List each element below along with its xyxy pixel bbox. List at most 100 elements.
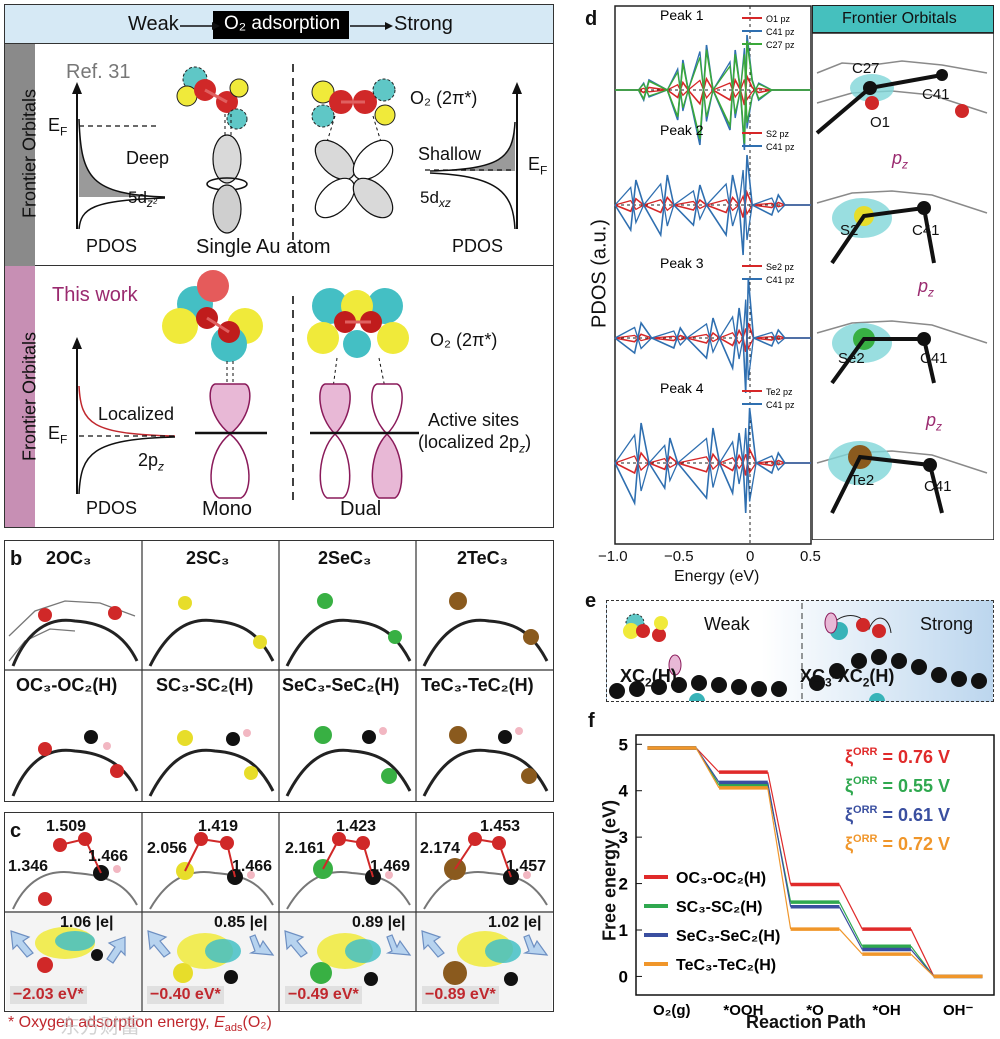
pdos-legend-label: O1 pz — [766, 14, 791, 24]
c3-bond-left: 2.161 — [285, 840, 326, 857]
c3-bond-top: 1.423 — [336, 818, 377, 835]
this-work-label: This work — [52, 284, 138, 306]
d-atom-c27: C27 — [852, 60, 880, 77]
mono-label: Mono — [202, 498, 253, 520]
pdos-series-line-mirror — [614, 299, 811, 381]
b-label-4: 2TeC₃ — [457, 548, 509, 568]
fe-connector — [695, 747, 720, 773]
ef-bottom: EF — [48, 423, 68, 447]
c3-bond-right: 1.469 — [370, 858, 411, 875]
fe-connector — [767, 787, 792, 930]
fe-xtick-label: O₂(g) — [653, 1002, 691, 1019]
header-arrows — [180, 22, 393, 30]
d-xlabel: Energy (eV) — [674, 568, 760, 585]
d-pz-2: pz — [918, 276, 935, 300]
row1-atoms — [11, 592, 549, 667]
pdos-legend-label: S2 pz — [766, 129, 790, 139]
d-atom-c41-4: C41 — [924, 478, 952, 495]
fe-connector — [767, 772, 792, 885]
pdos-series-line-mirror — [615, 54, 811, 123]
fe-xi-value: ξORR = 0.76 V — [845, 746, 950, 768]
c2-charge: 0.85 |e| — [214, 914, 268, 931]
pdos-plots-top — [72, 64, 522, 249]
pdos-series-line — [614, 154, 811, 256]
header-o2-box — [213, 11, 349, 39]
d-xtick-4: 0.5 — [800, 548, 821, 565]
pdos-legend-label: C41 pz — [766, 27, 795, 37]
fe-ytick-label: 0 — [619, 967, 628, 986]
c4-charge: 1.02 |e| — [488, 914, 542, 931]
panel-b-letter: b — [10, 548, 23, 570]
pdos-right-top: PDOS — [452, 236, 504, 256]
active-sites-1: Active sites — [428, 410, 520, 430]
pdos-series-line-mirror — [615, 79, 811, 102]
fe-xtick-label: *O — [806, 1002, 824, 1019]
c1-charge: 1.06 |e| — [60, 914, 114, 931]
fe-xtick-label: *OOH — [723, 1002, 763, 1019]
single-au-label: Single Au atom — [196, 236, 331, 258]
c1-bond-top: 1.509 — [46, 818, 87, 835]
pdos-series-line — [614, 446, 811, 476]
c2-bond-left: 2.056 — [147, 840, 188, 857]
panel-c-letter: c — [10, 820, 22, 842]
fe-connector — [838, 928, 863, 955]
fe-connector — [767, 782, 792, 907]
dual-label: Dual — [340, 498, 382, 520]
header-strong: Strong — [394, 13, 453, 35]
pdos-peak-title: Peak 2 — [660, 122, 704, 138]
fe-ytick-label: 3 — [619, 828, 628, 847]
pdos-series-line — [614, 407, 811, 514]
fe-ytick-label: 2 — [619, 875, 628, 894]
o2-pi-top: O₂ (2π*) — [410, 88, 478, 108]
d-pz-1: pz — [892, 148, 909, 172]
pdos-series-line-mirror — [614, 194, 811, 216]
two-pz-label: 2pz — [138, 450, 165, 474]
panel-f-letter: f — [588, 710, 595, 732]
shallow-label: Shallow — [418, 144, 482, 164]
b-label-8: TeC₃-TeC₂(H) — [421, 675, 534, 695]
c1-bond-left: 1.346 — [8, 858, 49, 875]
pdos-series-line — [615, 73, 811, 106]
c4-bond-left: 2.174 — [420, 840, 461, 857]
frontier-header — [812, 5, 994, 33]
deep-label: Deep — [126, 148, 170, 168]
panel-e-frame — [606, 600, 994, 702]
c3-charge: 0.89 |e| — [352, 914, 406, 931]
c2-bond-top: 1.419 — [198, 818, 239, 835]
fe-xi-value: ξORR = 0.72 V — [845, 833, 950, 855]
fe-connector — [838, 901, 863, 947]
pdos-series-line-mirror — [614, 169, 811, 241]
e-xc3xc2h: XC3-XC2(H) — [800, 666, 895, 690]
pdos-legend-label: C27 pz — [766, 40, 795, 50]
fe-connector — [910, 953, 935, 977]
pdos-chart: O1 pz C41 pz C27 pz Peak 1 S2 pz C41 pz Peak 2… — [614, 5, 812, 545]
b-label-7: SeC₃-SeC₂(H) — [282, 675, 400, 695]
d-atom-c41-2: C41 — [912, 222, 940, 239]
panel-d-letter: d — [585, 8, 598, 30]
active-sites-2: (localized 2pz) — [418, 432, 532, 456]
side-bar-top — [5, 44, 35, 266]
d-atom-s2: S2 — [840, 222, 859, 239]
d-atom-c41-1: C41 — [922, 86, 950, 103]
pdos-legend-label: C41 pz — [766, 142, 795, 152]
fe-legend-label: SC₃-SC₂(H) — [676, 899, 763, 916]
frontier-title: Frontier Orbitals — [842, 10, 957, 27]
e-xc2h: XC2(H) — [620, 666, 677, 690]
panel-b-structures — [5, 541, 553, 801]
e-strong: Strong — [920, 614, 974, 634]
c4-bond-right: 1.457 — [506, 858, 547, 875]
f-xlabel: Reaction Path — [746, 1012, 867, 1032]
header-weak: Weak — [128, 13, 179, 35]
c4-bond-top: 1.453 — [480, 818, 521, 835]
d-xtick-2: −0.5 — [664, 548, 694, 565]
c1-energy: −2.03 eV* — [10, 986, 87, 1004]
c1-bond-right: 1.466 — [88, 848, 129, 865]
d-atom-se2: Se2 — [838, 350, 865, 367]
fe-xi-value: ξORR = 0.61 V — [845, 804, 950, 826]
fe-legend-label: OC₃-OC₂(H) — [676, 870, 766, 887]
fe-xtick-label: OH⁻ — [943, 1002, 974, 1019]
b-label-1: 2OC₃ — [46, 548, 92, 568]
fe-legend-label: SeC₃-SeC₂(H) — [676, 928, 780, 945]
b-label-6: SC₃-SC₂(H) — [156, 675, 254, 695]
fe-xi-value: ξORR = 0.55 V — [845, 775, 950, 797]
